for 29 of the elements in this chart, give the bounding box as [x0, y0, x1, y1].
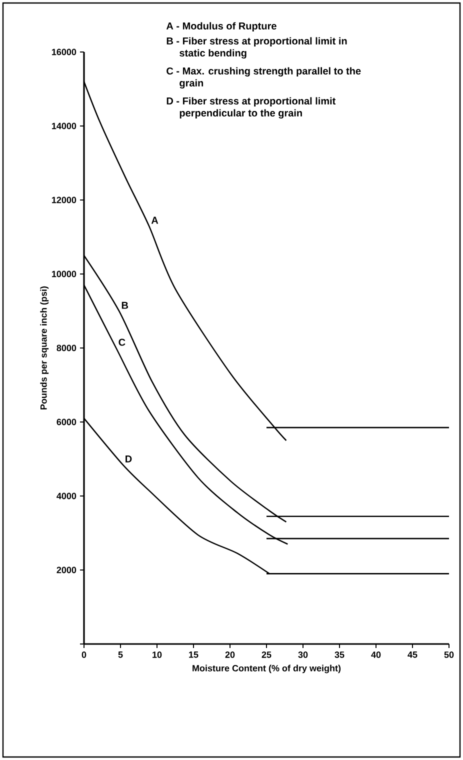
y-tick-label: 16000: [52, 48, 76, 56]
y-tick-label: 8000: [56, 344, 76, 352]
x-tick-label: 45: [408, 652, 418, 658]
y-tick-label: 12000: [52, 196, 76, 204]
x-tick-label: 0: [82, 652, 86, 658]
annotation: D - Fiber stress at proportional limit perpendicular to the grain: [166, 97, 336, 119]
x-tick-label: 15: [189, 652, 198, 658]
y-axis-title: Pounds per square inch (psi): [40, 286, 49, 410]
x-tick-label: 35: [334, 652, 344, 658]
x-axis-title: Moisture Content (% of dry weight): [192, 664, 341, 674]
x-tick-label: 30: [298, 652, 308, 658]
annotation: C - Max. crushing strength parallel to the grain: [166, 67, 361, 89]
y-tick-label: 4000: [56, 492, 76, 500]
annotation: B - Fiber stress at proportional limit in static bending: [166, 37, 347, 59]
y-tick-label: 2000: [56, 566, 76, 574]
x-tick-label: 5: [118, 652, 123, 658]
series-label: A: [151, 216, 158, 224]
x-tick-label: 10: [152, 652, 162, 658]
text: A - Modulus of Rupture: [166, 22, 276, 32]
series-label: B: [122, 302, 128, 309]
series-label: D: [126, 455, 132, 462]
y-tick-label: 10000: [52, 270, 76, 278]
series-label: C: [118, 338, 126, 346]
y-tick-label: 14000: [52, 122, 76, 130]
x-tick-label: 25: [262, 652, 272, 658]
x-tick-label: 50: [444, 652, 454, 658]
y-tick-label: 6000: [56, 418, 76, 426]
x-tick-label: 20: [225, 652, 235, 658]
x-tick-label: 40: [371, 652, 381, 658]
